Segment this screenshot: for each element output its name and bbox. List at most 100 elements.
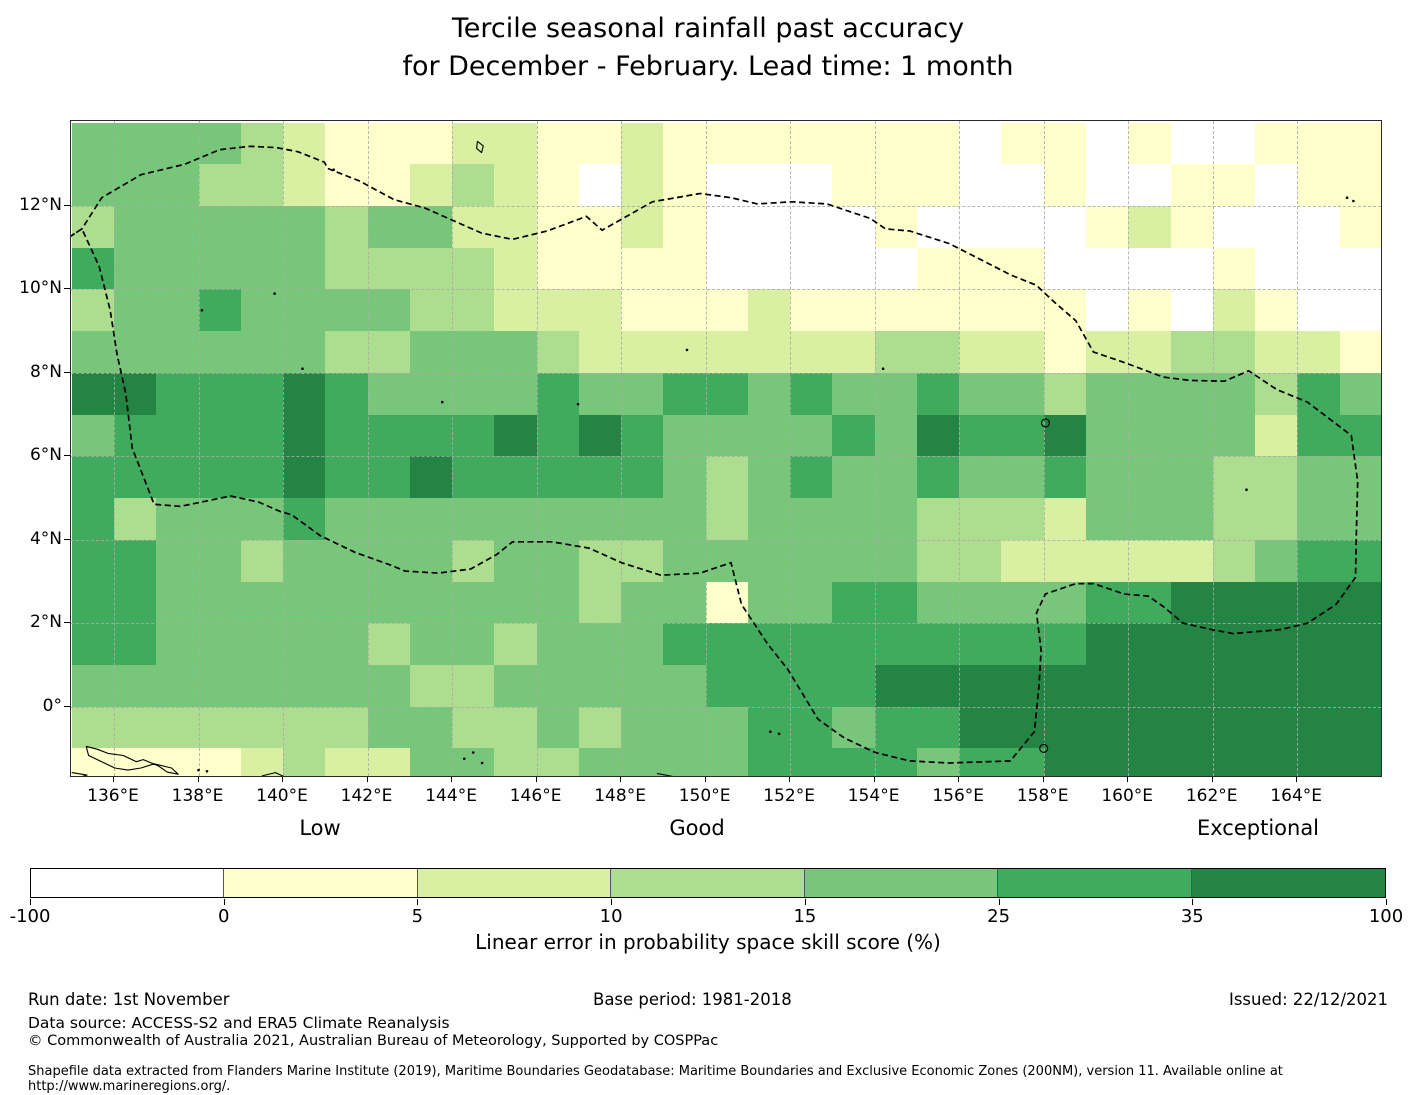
grid-cell	[663, 498, 707, 541]
coastline	[85, 745, 179, 775]
grid-cell	[832, 289, 876, 332]
grid-cell	[1128, 539, 1172, 583]
grid-cell	[536, 206, 580, 249]
grid-cell	[325, 414, 369, 457]
grid-cell	[409, 289, 453, 332]
grid-cell	[747, 748, 791, 776]
grid-cell	[959, 206, 1003, 249]
colorbar-zone-label: Low	[299, 816, 341, 840]
grid-cell	[494, 164, 538, 207]
grid-cell	[578, 122, 622, 165]
footer-issued: Issued: 22/12/2021	[1228, 990, 1388, 1009]
grid-cell	[325, 206, 369, 249]
colorbar-tick-label: 100	[1368, 906, 1404, 927]
grid-cell	[663, 331, 707, 374]
grid-cell	[283, 664, 326, 708]
colorbar-axis-label: Linear error in probability space skill …	[475, 930, 941, 954]
grid-cell	[916, 623, 960, 666]
grid-cell	[790, 164, 833, 207]
chart-title-line1: Tercile seasonal rainfall past accuracy	[451, 13, 965, 44]
colorbar-tick-mark	[223, 899, 225, 905]
grid-cell	[747, 623, 791, 666]
grid-cell	[747, 581, 791, 624]
grid-cell	[747, 414, 791, 457]
grid-cell	[578, 498, 622, 541]
grid-cell	[114, 206, 157, 249]
grid-cell	[1297, 539, 1341, 583]
grid-cell	[283, 498, 326, 541]
grid-cell	[494, 247, 538, 290]
grid-cell	[1170, 164, 1214, 207]
x-tick-mark	[535, 777, 537, 782]
grid-cell	[325, 247, 369, 290]
gridline-vertical	[1128, 121, 1130, 776]
coastline	[656, 772, 674, 776]
grid-cell	[621, 122, 664, 165]
grid-cell	[705, 372, 749, 416]
grid-cell	[832, 623, 876, 666]
grid-cell	[198, 539, 242, 583]
grid-cell	[1001, 289, 1045, 332]
grid-cell	[198, 247, 242, 290]
grid-cell	[747, 247, 791, 290]
grid-cell	[283, 122, 326, 165]
grid-cell	[1043, 539, 1087, 583]
grid-cell	[874, 456, 918, 499]
grid-cell	[874, 247, 918, 290]
grid-cell	[1001, 247, 1045, 290]
grid-cell	[1128, 706, 1172, 749]
grid-cell	[832, 581, 876, 624]
grid-cell	[367, 456, 411, 499]
grid-cell	[156, 122, 200, 165]
x-tick-label: 162°E	[1185, 786, 1238, 806]
grid-cell	[663, 247, 707, 290]
grid-cell	[240, 539, 284, 583]
y-tick-label: 10°N	[19, 278, 62, 299]
grid-cell	[325, 664, 369, 708]
grid-cell	[367, 331, 411, 374]
grid-cell	[198, 581, 242, 624]
grid-cell	[1001, 164, 1045, 207]
grid-cell	[1297, 456, 1341, 499]
grid-cell	[1170, 247, 1214, 290]
grid-cell	[578, 664, 622, 708]
grid-cell	[874, 122, 918, 165]
grid-cell	[494, 331, 538, 374]
grid-cell	[874, 623, 918, 666]
island-dot	[273, 292, 276, 295]
grid-cell	[1297, 498, 1341, 541]
grid-cell	[959, 164, 1003, 207]
grid-cell	[621, 581, 664, 624]
grid-cell	[1339, 456, 1381, 499]
island-dot	[881, 367, 885, 370]
grid-cell	[1085, 372, 1129, 416]
x-tick-mark	[789, 777, 791, 782]
x-tick-mark	[282, 777, 283, 782]
footer-shapefile-note: Shapefile data extracted from Flanders M…	[28, 1064, 1283, 1094]
grid-cell	[1255, 247, 1298, 290]
grid-cell	[621, 206, 664, 249]
grid-cell	[283, 748, 326, 776]
grid-cell	[114, 414, 157, 457]
grid-cell	[325, 748, 369, 776]
grid-cell	[367, 748, 411, 776]
grid-cell	[71, 206, 115, 249]
y-tick-mark	[64, 622, 70, 624]
grid-cell	[494, 414, 538, 457]
grid-cell	[578, 581, 622, 624]
colorbar-tick-label: 0	[217, 906, 230, 927]
grid-cell	[1212, 581, 1256, 624]
grid-cell	[283, 539, 326, 583]
grid-cell	[1339, 748, 1381, 776]
grid-cell	[283, 289, 326, 332]
grid-cell	[1170, 748, 1214, 776]
colorbar-tick-mark	[1192, 899, 1194, 905]
grid-cell	[114, 247, 157, 290]
grid-cell	[705, 664, 749, 708]
grid-cell	[663, 748, 707, 776]
grid-cell	[409, 414, 453, 457]
grid-cell	[409, 748, 453, 776]
colorbar-tick-mark	[1386, 899, 1387, 905]
grid-cell	[578, 247, 622, 290]
